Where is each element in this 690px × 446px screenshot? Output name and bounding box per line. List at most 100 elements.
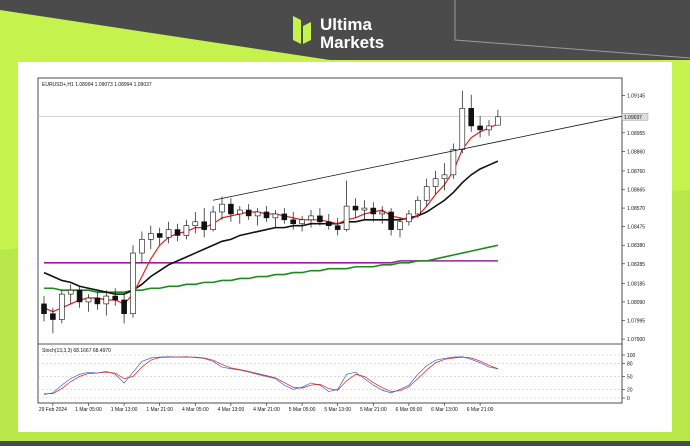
candle-body: [441, 174, 448, 180]
y-tick-label: 1.08860: [627, 149, 645, 155]
candle-body: [290, 219, 297, 225]
y-tick-label: 1.09145: [627, 94, 645, 100]
candle-body: [477, 125, 483, 131]
candle-body: [67, 289, 74, 295]
candle-body: [130, 252, 136, 314]
x-tick-label: 5 Mar 13:00: [324, 407, 351, 413]
candle-body: [50, 313, 56, 320]
candle-body: [370, 207, 377, 215]
y-tick-label: 100: [627, 353, 636, 359]
moving-average: [44, 244, 499, 293]
chart-frame: [37, 77, 623, 404]
x-tick-label: 6 Mar 13:00: [431, 407, 458, 413]
candle-body: [459, 108, 466, 150]
y-tick-label: 1.08955: [627, 131, 645, 137]
x-tick-label: 4 Mar 05:00: [182, 407, 209, 413]
brand-line1: Ultima: [320, 15, 373, 34]
stoch-line: [43, 356, 498, 395]
candle-body: [486, 125, 492, 131]
candle-body: [228, 203, 234, 215]
x-tick-label: 5 Mar 05:00: [289, 407, 316, 413]
candle-body: [121, 299, 127, 314]
logo-icon: [293, 16, 301, 44]
candle-body: [254, 211, 261, 217]
candle-body: [76, 289, 83, 303]
candle-body: [112, 295, 118, 301]
candle-body: [139, 239, 145, 254]
y-tick-label: 1.08090: [627, 300, 645, 306]
candle-body: [103, 295, 110, 305]
candle-body: [201, 221, 207, 230]
y-tick-label: 1.08665: [627, 188, 645, 194]
candle-body: [450, 149, 457, 176]
y-tick-label: 1.08285: [627, 262, 645, 268]
deco-line: [454, 0, 690, 59]
candle-body: [165, 229, 172, 238]
x-tick-label: 29 Feb 2024: [39, 407, 67, 413]
candle-body: [58, 293, 65, 320]
y-tick-label: 1.07900: [627, 337, 645, 343]
y-tick-label: 20: [627, 387, 633, 393]
candle-body: [334, 225, 341, 230]
candle-body: [192, 221, 199, 226]
last-price-label: 1.09037: [624, 115, 642, 121]
candle-body: [406, 213, 412, 223]
candle-body: [263, 211, 270, 219]
x-tick-label: 4 Mar 13:00: [218, 407, 245, 413]
y-tick-label: 80: [627, 362, 633, 368]
y-tick-label: 0: [627, 396, 630, 402]
candle-body: [156, 233, 163, 238]
candle-body: [148, 233, 154, 240]
candle-body: [174, 229, 181, 236]
candle-body: [237, 209, 243, 215]
candle-body: [299, 219, 305, 225]
chart-title: EURUSD+,H1 1.08994 1.09073 1.08994 1.090…: [42, 82, 152, 88]
x-tick-label: 4 Mar 21:00: [253, 407, 280, 413]
candle-body: [183, 225, 190, 236]
candle-body: [94, 297, 101, 305]
moving-average: [43, 160, 499, 295]
x-tick-label: 1 Mar 05:00: [75, 407, 102, 413]
y-tick-label: 1.08570: [627, 206, 645, 212]
candle-body: [325, 221, 332, 226]
stoch-line: [44, 356, 499, 395]
candle-body: [397, 221, 403, 230]
trendline: [213, 115, 623, 201]
candle-body: [219, 203, 225, 213]
candle-body: [495, 116, 501, 126]
candle-body: [423, 186, 430, 201]
candle-body: [432, 178, 439, 187]
candle-body: [379, 211, 386, 215]
candle-body: [85, 297, 92, 303]
candle-body: [414, 199, 421, 215]
logo: Ultima Markets: [293, 15, 384, 52]
indicator-title: Stoch(13,3,3) 68.1667 68.4970: [42, 348, 111, 354]
candle-body: [210, 211, 216, 230]
candle-body: [468, 108, 475, 127]
y-tick-label: 1.08760: [627, 169, 645, 175]
last-price-tag: [621, 113, 649, 121]
x-tick-label: 1 Mar 21:00: [146, 407, 173, 413]
y-tick-label: 1.08475: [627, 225, 645, 231]
candle-body: [41, 303, 47, 314]
y-tick-label: 1.08380: [627, 243, 645, 249]
y-tick-label: 1.08185: [627, 281, 645, 287]
candle-body: [281, 213, 288, 221]
candle-body: [272, 213, 279, 219]
x-tick-label: 5 Mar 21:00: [360, 407, 387, 413]
candle-body: [388, 211, 394, 230]
x-tick-label: 6 Mar 05:00: [396, 407, 423, 413]
y-tick-label: 1.07995: [627, 319, 645, 325]
x-tick-label: 6 Mar 21:00: [467, 407, 494, 413]
candle-body: [245, 209, 252, 217]
candle-body: [361, 207, 368, 211]
candle-body: [317, 215, 323, 223]
candle-body: [343, 205, 350, 230]
x-tick-label: 1 Mar 13:00: [111, 407, 138, 413]
brand-line2: Markets: [320, 33, 384, 52]
candle-body: [352, 205, 359, 211]
candle-body: [308, 215, 314, 221]
moving-average: [43, 123, 499, 313]
y-tick-label: 50: [627, 375, 633, 381]
